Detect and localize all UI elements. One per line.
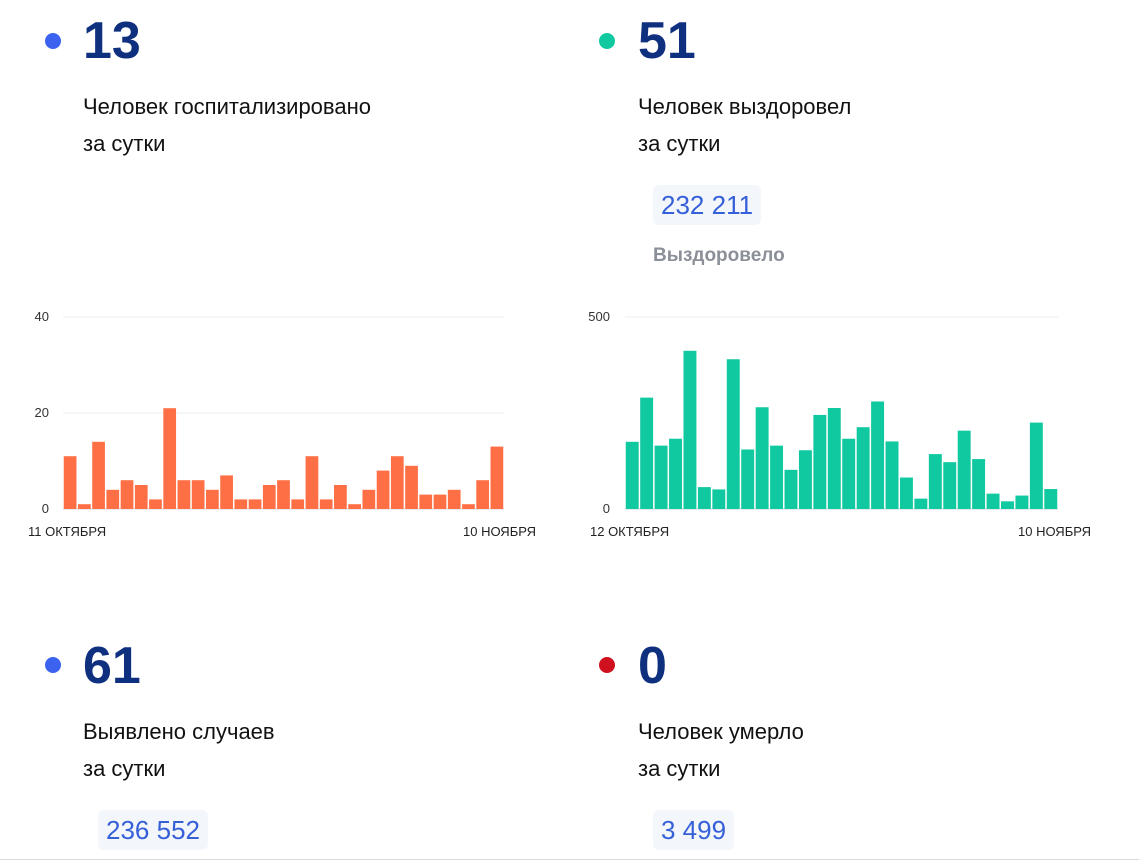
description-line: за сутки xyxy=(638,756,721,781)
x-start-label: 12 ОКТЯБРЯ xyxy=(590,524,669,539)
bar xyxy=(726,359,740,509)
bar xyxy=(697,487,711,509)
x-end-label: 10 НОЯБРЯ xyxy=(1018,524,1091,539)
bar xyxy=(842,438,856,509)
description-line: Человек выздоровел xyxy=(638,94,852,119)
bar xyxy=(163,408,177,509)
bar xyxy=(319,499,333,509)
recovered-count: 51 xyxy=(638,12,696,70)
y-tick-label: 0 xyxy=(603,501,610,516)
bar xyxy=(928,454,942,509)
y-tick-label: 0 xyxy=(42,501,49,516)
bar xyxy=(234,499,248,509)
bar xyxy=(305,456,319,509)
description-line: за сутки xyxy=(638,131,721,156)
bar xyxy=(262,485,276,509)
bar xyxy=(206,489,219,509)
bar xyxy=(741,449,755,509)
recovered-bar-chart: 0 500 12 ОКТЯБРЯ 10 НОЯБРЯ xyxy=(588,309,1091,539)
y-tick-label: 20 xyxy=(35,405,49,420)
bar xyxy=(625,441,639,509)
x-start-label: 11 ОКТЯБРЯ xyxy=(28,524,106,539)
bar xyxy=(63,456,77,509)
bar xyxy=(827,408,841,509)
bar xyxy=(77,504,91,509)
bar xyxy=(376,470,390,509)
bar xyxy=(149,499,162,509)
bar xyxy=(986,493,1000,509)
recovered-description: Человек выздоровел за сутки xyxy=(638,88,851,162)
hospitalized-bar-chart: 0 20 40 11 ОКТЯБРЯ 10 НОЯБРЯ xyxy=(28,309,536,539)
bar xyxy=(405,465,418,509)
description-line: за сутки xyxy=(83,756,166,781)
hospitalized-count: 13 xyxy=(83,12,141,70)
bar xyxy=(654,445,668,509)
bar xyxy=(476,480,490,509)
bar xyxy=(277,480,290,509)
detected-total-badge: 236 552 xyxy=(98,810,208,850)
bar xyxy=(92,441,105,509)
bar xyxy=(957,430,971,509)
bar xyxy=(972,459,986,509)
hospitalized-description: Человек госпитализировано за сутки xyxy=(83,88,371,162)
bar xyxy=(1029,422,1043,509)
x-end-label: 10 НОЯБРЯ xyxy=(463,524,536,539)
bar xyxy=(419,494,433,509)
bar xyxy=(390,456,404,509)
bar xyxy=(248,499,262,509)
bar xyxy=(433,494,447,509)
bar xyxy=(640,397,654,509)
bar xyxy=(755,407,769,509)
status-dot xyxy=(45,657,61,673)
description-line: Человек госпитализировано xyxy=(83,94,371,119)
description-line: Человек умерло xyxy=(638,719,804,744)
status-dot xyxy=(599,33,615,49)
bar xyxy=(334,485,347,509)
bar xyxy=(220,475,233,509)
detected-description: Выявлено случаев за сутки xyxy=(83,713,275,787)
bar xyxy=(106,489,120,509)
bar xyxy=(1044,489,1058,509)
bar xyxy=(914,498,928,509)
bar xyxy=(462,504,475,509)
bar xyxy=(669,438,682,509)
bottom-divider xyxy=(0,859,1139,860)
bar xyxy=(490,446,504,509)
bar xyxy=(770,445,784,509)
bar xyxy=(784,469,798,509)
bar xyxy=(885,441,899,509)
status-dot xyxy=(599,657,615,673)
recovered-total-badge: 232 211 xyxy=(653,185,762,225)
bar xyxy=(120,480,134,509)
bar xyxy=(798,450,812,509)
bar xyxy=(348,504,361,509)
y-tick-label: 40 xyxy=(35,309,49,324)
deaths-total-badge: 3 499 xyxy=(653,810,735,850)
deaths-description: Человек умерло за сутки xyxy=(638,713,804,787)
bar xyxy=(191,480,205,509)
deaths-count: 0 xyxy=(638,637,667,695)
bar xyxy=(134,485,148,509)
bar xyxy=(362,489,376,509)
recovered-total-label: Выздоровело xyxy=(653,245,785,266)
bar xyxy=(1015,495,1029,509)
bar xyxy=(871,401,885,509)
bar xyxy=(856,427,870,509)
bar xyxy=(813,414,827,509)
bar xyxy=(712,489,726,509)
bar xyxy=(177,480,191,509)
description-line: за сутки xyxy=(83,131,166,156)
bar xyxy=(943,462,957,509)
bar xyxy=(1001,501,1014,509)
detected-count: 61 xyxy=(83,637,141,695)
status-dot xyxy=(45,33,61,49)
bar xyxy=(447,489,461,509)
y-tick-label: 500 xyxy=(588,309,610,324)
bar xyxy=(683,350,697,509)
bar xyxy=(291,499,305,509)
bar xyxy=(899,477,913,509)
description-line: Выявлено случаев xyxy=(83,719,275,744)
